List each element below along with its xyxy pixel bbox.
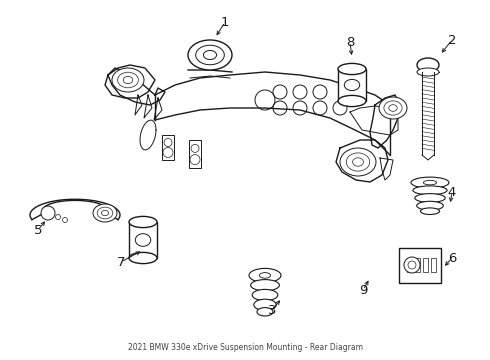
Ellipse shape [101,210,109,216]
Text: 6: 6 [448,252,456,265]
Text: 9: 9 [359,284,367,297]
Ellipse shape [41,206,55,220]
Ellipse shape [423,180,437,185]
Ellipse shape [389,105,397,111]
Polygon shape [144,95,152,118]
Polygon shape [135,95,142,115]
Text: 8: 8 [346,36,354,49]
Polygon shape [108,68,165,105]
Ellipse shape [188,40,232,70]
Ellipse shape [411,177,449,188]
Ellipse shape [55,215,60,220]
Ellipse shape [415,194,445,202]
Ellipse shape [123,76,133,84]
Text: 7: 7 [117,256,125,269]
Ellipse shape [338,95,366,107]
Polygon shape [155,72,390,155]
Ellipse shape [379,97,407,119]
Ellipse shape [249,269,281,282]
Ellipse shape [408,261,416,269]
Ellipse shape [257,307,273,316]
Bar [399,248,441,283]
Ellipse shape [190,154,200,165]
Ellipse shape [420,208,440,215]
Bar [415,258,420,272]
Ellipse shape [191,144,199,152]
Ellipse shape [344,80,360,91]
Ellipse shape [250,280,279,291]
Ellipse shape [404,257,420,273]
Text: 1: 1 [221,15,229,28]
Bar [162,135,174,160]
Ellipse shape [384,101,402,115]
Bar [431,258,436,272]
Ellipse shape [196,45,224,65]
Ellipse shape [338,63,366,75]
Ellipse shape [97,207,113,219]
Polygon shape [105,65,155,98]
Ellipse shape [416,201,443,210]
Ellipse shape [163,148,173,158]
Polygon shape [370,95,400,148]
Ellipse shape [203,50,217,59]
Bar [189,140,201,168]
Polygon shape [154,98,162,120]
Polygon shape [140,120,156,150]
Bar [407,258,412,272]
Ellipse shape [118,72,138,88]
Ellipse shape [129,216,157,228]
Polygon shape [30,199,120,220]
Text: 3: 3 [268,303,276,316]
Ellipse shape [93,204,117,222]
Ellipse shape [353,158,364,166]
Ellipse shape [252,289,278,301]
Ellipse shape [129,252,157,264]
Text: 2021 BMW 330e xDrive Suspension Mounting - Rear Diagram: 2021 BMW 330e xDrive Suspension Mounting… [127,343,363,352]
Polygon shape [350,106,398,135]
Ellipse shape [417,68,439,76]
Ellipse shape [135,234,151,246]
Ellipse shape [63,217,68,222]
Ellipse shape [417,58,439,72]
Bar [423,258,428,272]
Ellipse shape [340,148,376,176]
Ellipse shape [259,273,270,278]
Polygon shape [336,140,388,182]
Ellipse shape [254,299,276,310]
Text: 5: 5 [34,224,42,237]
Ellipse shape [164,139,172,147]
Polygon shape [380,158,393,180]
Text: 2: 2 [448,33,456,46]
Ellipse shape [413,186,447,195]
Ellipse shape [346,153,369,171]
Bar [129,222,157,258]
Bar [338,69,366,101]
Text: 4: 4 [448,185,456,198]
Ellipse shape [112,68,144,92]
